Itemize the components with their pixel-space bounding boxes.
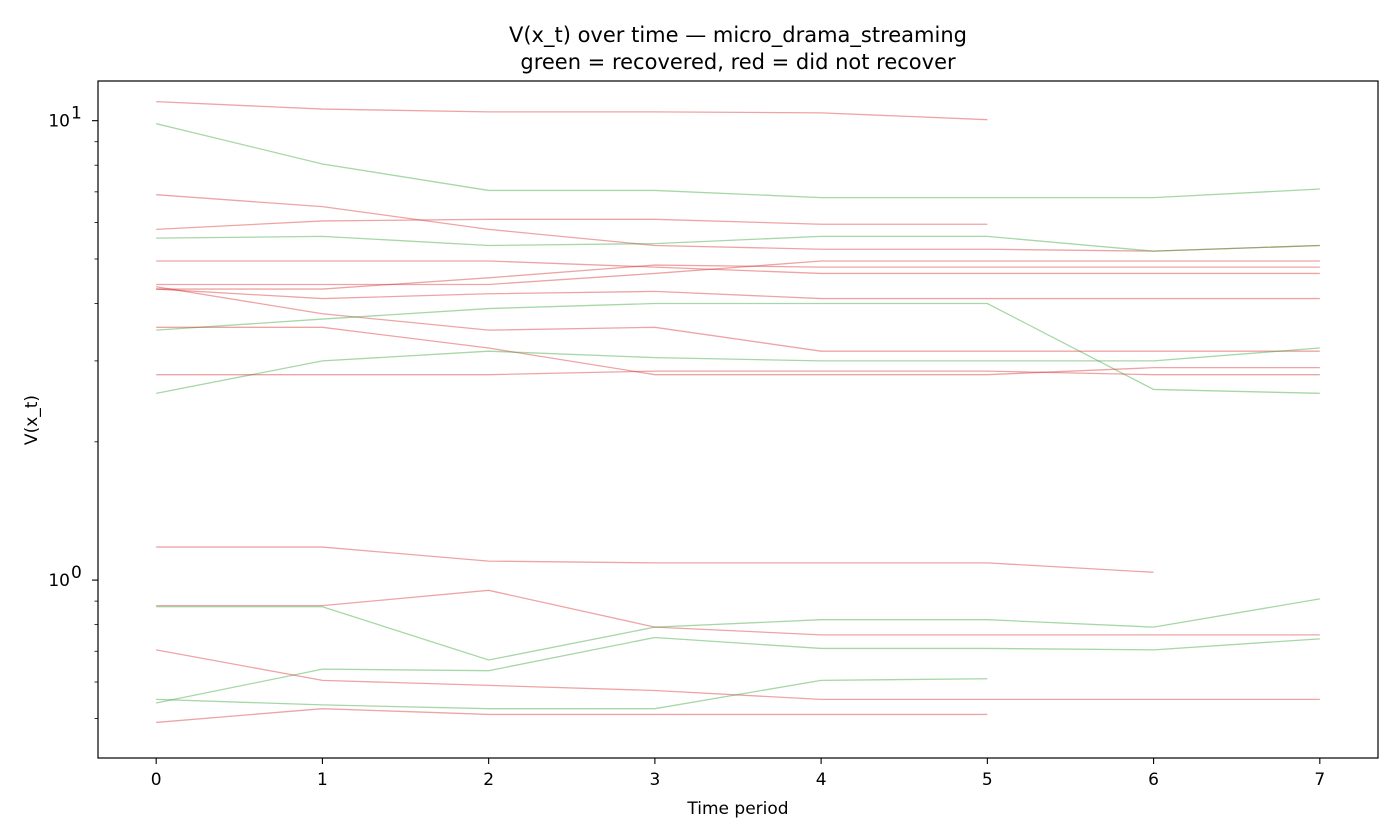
series-line-13-recovered [156, 347, 1320, 394]
x-tick-label: 3 [649, 770, 660, 790]
y-tick-label-exponent: 0 [71, 563, 82, 583]
y-tick-label: 10 [48, 112, 70, 132]
x-tick-label: 2 [483, 770, 494, 790]
series-line-6-not-recovered [156, 260, 1320, 275]
series-line-2-recovered [156, 123, 1320, 199]
x-tick-label: 4 [816, 770, 827, 790]
series-line-14-not-recovered [156, 370, 1320, 376]
series-lines [156, 101, 1320, 724]
series-line-11-recovered [156, 302, 1320, 394]
y-tick-label-exponent: 1 [71, 104, 82, 124]
series-line-10-not-recovered [156, 286, 1320, 352]
series-line-16-not-recovered [156, 589, 1320, 636]
plot-area [98, 81, 1378, 758]
chart-subtitle: green = recovered, red = did not recover [520, 50, 956, 74]
x-tick-label: 0 [151, 770, 162, 790]
x-tick-label: 6 [1148, 770, 1159, 790]
series-line-9-not-recovered [156, 288, 1320, 300]
plot-frame [97, 80, 1379, 759]
series-line-20-recovered [156, 678, 988, 710]
x-axis-label: Time period [686, 799, 788, 819]
series-line-7-not-recovered [156, 260, 1320, 286]
series-line-17-recovered [156, 598, 1320, 661]
y-axis-label: V(x_t) [22, 395, 42, 445]
series-line-4-not-recovered [156, 218, 988, 231]
series-line-1-not-recovered [156, 101, 988, 121]
x-tick-label: 7 [1314, 770, 1325, 790]
x-axis: 0 1 2 3 4 5 6 7 [151, 758, 1325, 790]
x-tick-label: 5 [982, 770, 993, 790]
x-tick-label: 1 [317, 770, 328, 790]
y-tick-label: 10 [48, 571, 70, 591]
chart-title: V(x_t) over time — micro_drama_streaming [509, 23, 967, 48]
series-line-15-not-recovered [156, 546, 1154, 573]
series-line-5-recovered [156, 235, 1320, 252]
series-line-8-not-recovered [156, 264, 1320, 290]
series-line-19-not-recovered [156, 649, 1320, 701]
series-line-3-not-recovered [156, 194, 1320, 252]
series-line-21-not-recovered [156, 708, 988, 724]
series-line-18-recovered [156, 636, 1320, 704]
series-line-12-not-recovered [156, 326, 1320, 376]
